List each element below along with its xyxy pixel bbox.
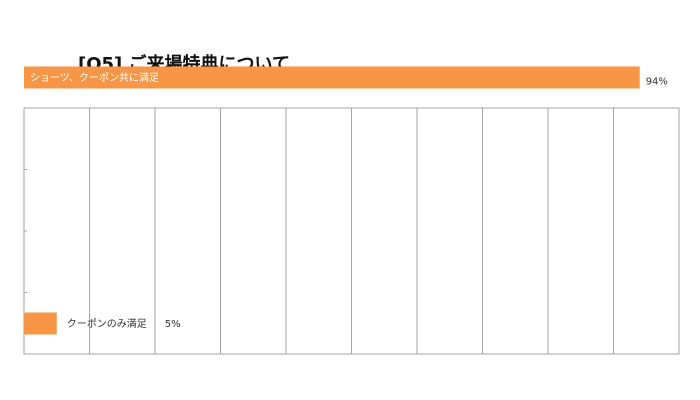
- bar: [24, 66, 640, 89]
- bar: [24, 312, 57, 335]
- data-label: 5%: [165, 319, 181, 330]
- gridlines: [89, 108, 614, 354]
- bars: ショーツ、クーポン共に満足 94% クーポンのみ満足 5%: [24, 66, 668, 335]
- category-axis-ticks: [24, 169, 27, 293]
- bar-category-label: クーポンのみ満足: [67, 318, 147, 330]
- bar-category-label: ショーツ、クーポン共に満足: [30, 72, 159, 84]
- data-label: 94%: [646, 77, 668, 88]
